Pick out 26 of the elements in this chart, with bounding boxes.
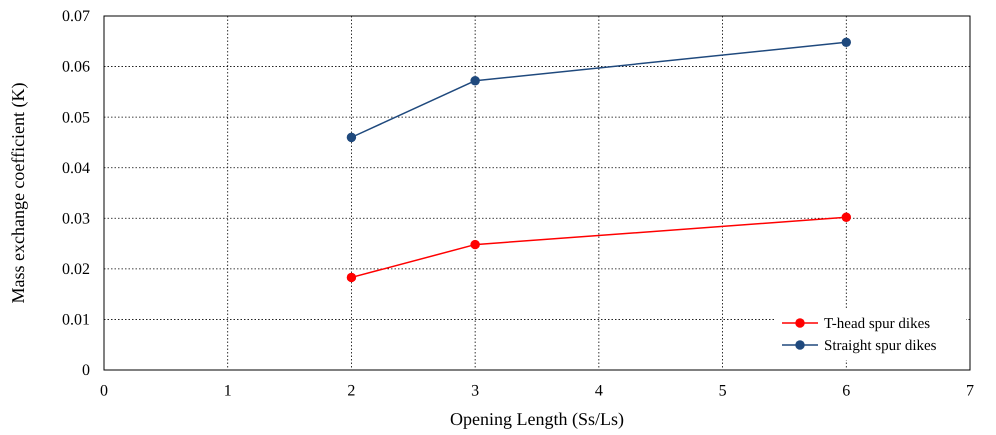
y-tick-label: 0.02: [62, 260, 90, 278]
legend-label: T-head spur dikes: [824, 316, 930, 332]
point: [842, 38, 852, 48]
x-axis-title: Opening Length (Ss/Ls): [450, 409, 624, 429]
y-tick-label: 0.05: [62, 109, 90, 126]
point: [346, 132, 356, 142]
x-tick-label: 5: [718, 382, 727, 400]
y-axis-title: Mass exchange coefficient (K): [8, 82, 28, 304]
y-tick-label: 0.03: [62, 210, 90, 228]
y-tick-label: 0.01: [62, 312, 90, 329]
x-tick-label: 3: [471, 382, 480, 400]
point: [470, 76, 480, 86]
x-tick-label: 7: [966, 382, 974, 400]
legend-label: Straight spur dikes: [824, 338, 937, 354]
point: [346, 272, 356, 282]
y-tick-label: 0.06: [62, 58, 90, 76]
y-tick-label: 0.07: [62, 8, 90, 26]
y-tick-label: 0.04: [62, 160, 90, 177]
x-tick-label: 4: [594, 382, 603, 400]
x-tick-label: 1: [224, 382, 232, 400]
x-tick-label: 2: [347, 382, 356, 400]
y-tick-label: 0: [82, 362, 90, 380]
point: [470, 240, 480, 250]
point: [842, 212, 852, 222]
x-tick-label: 0: [100, 382, 108, 400]
x-tick-label: 6: [842, 382, 850, 400]
